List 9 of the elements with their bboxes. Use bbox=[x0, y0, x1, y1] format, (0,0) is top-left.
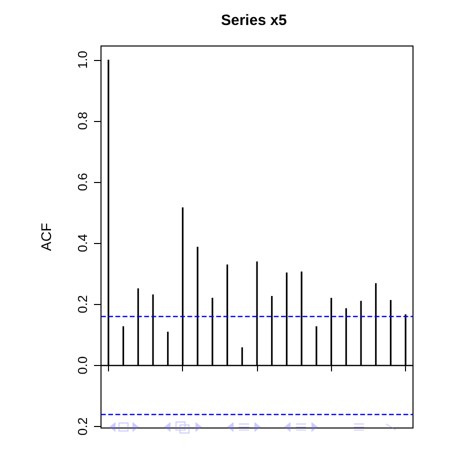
y-tick-label: 1.0 bbox=[75, 50, 90, 69]
y-tick-label: 0.0 bbox=[75, 356, 90, 374]
y-axis-title: ACF bbox=[38, 223, 54, 251]
y-tick-label: 0.8 bbox=[75, 112, 90, 130]
y-tick-label: 0.4 bbox=[75, 234, 90, 252]
y-tick-label: 0.2 bbox=[75, 417, 90, 436]
chart-title: Series x5 bbox=[221, 12, 287, 29]
y-tick-label: 0.6 bbox=[75, 172, 90, 192]
y-tick-label: 0.2 bbox=[75, 295, 90, 314]
